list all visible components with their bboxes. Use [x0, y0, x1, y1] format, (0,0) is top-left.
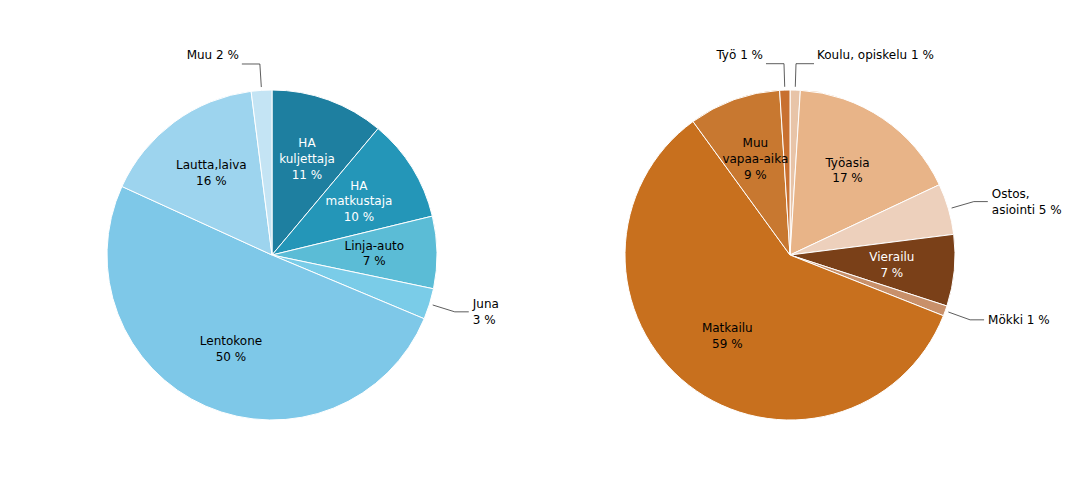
- slice-label: Linja-auto7 %: [344, 239, 404, 269]
- slice-label: Vierailu7 %: [869, 250, 914, 280]
- pie-slice: [122, 91, 272, 255]
- leader-line: [433, 305, 469, 312]
- leader-line: [242, 64, 261, 87]
- pie-1: Koulu, opiskelu 1 % Työasia17 % Ostos,asio…: [625, 48, 1062, 420]
- slice-label: Työ 1 %: [715, 48, 763, 62]
- pie-slice: [780, 90, 790, 255]
- slice-label: Koulu, opiskelu 1 %: [817, 48, 934, 62]
- leader-line: [766, 64, 785, 87]
- slices: [625, 90, 955, 420]
- slice-label: HAmatkustaja10 %: [325, 179, 392, 224]
- pie-slice: [693, 90, 790, 255]
- slice-label: Mökki 1 %: [988, 313, 1050, 327]
- slices: [107, 90, 437, 420]
- leader-line: [952, 202, 988, 208]
- slice-label: Muu 2 %: [187, 48, 239, 62]
- pie-slice: [251, 90, 272, 255]
- chart-canvas: HAkuljettaja11 %HAmatkustaja10 % Linja-au…: [0, 0, 1088, 479]
- slice-label: Ostos,asiointi 5 %: [992, 187, 1062, 217]
- slice-labels: HAkuljettaja11 %HAmatkustaja10 % Linja-au…: [176, 48, 499, 364]
- slice-label: Lautta,laiva16 %: [176, 158, 247, 188]
- leader-line: [948, 312, 984, 320]
- slice-label: Työasia17 %: [824, 156, 869, 186]
- pie-0: HAkuljettaja11 %HAmatkustaja10 % Linja-au…: [107, 48, 499, 420]
- slice-label: Juna3 %: [472, 297, 499, 327]
- leader-line: [795, 64, 814, 87]
- slice-labels: Koulu, opiskelu 1 % Työasia17 % Ostos,asio…: [702, 48, 1062, 351]
- slice-label: Matkailu59 %: [702, 321, 753, 351]
- slice-label: HAkuljettaja11 %: [279, 136, 335, 181]
- slice-label: Lentokone50 %: [200, 334, 262, 364]
- slice-label: Muuvapaa-aika9 %: [722, 136, 788, 181]
